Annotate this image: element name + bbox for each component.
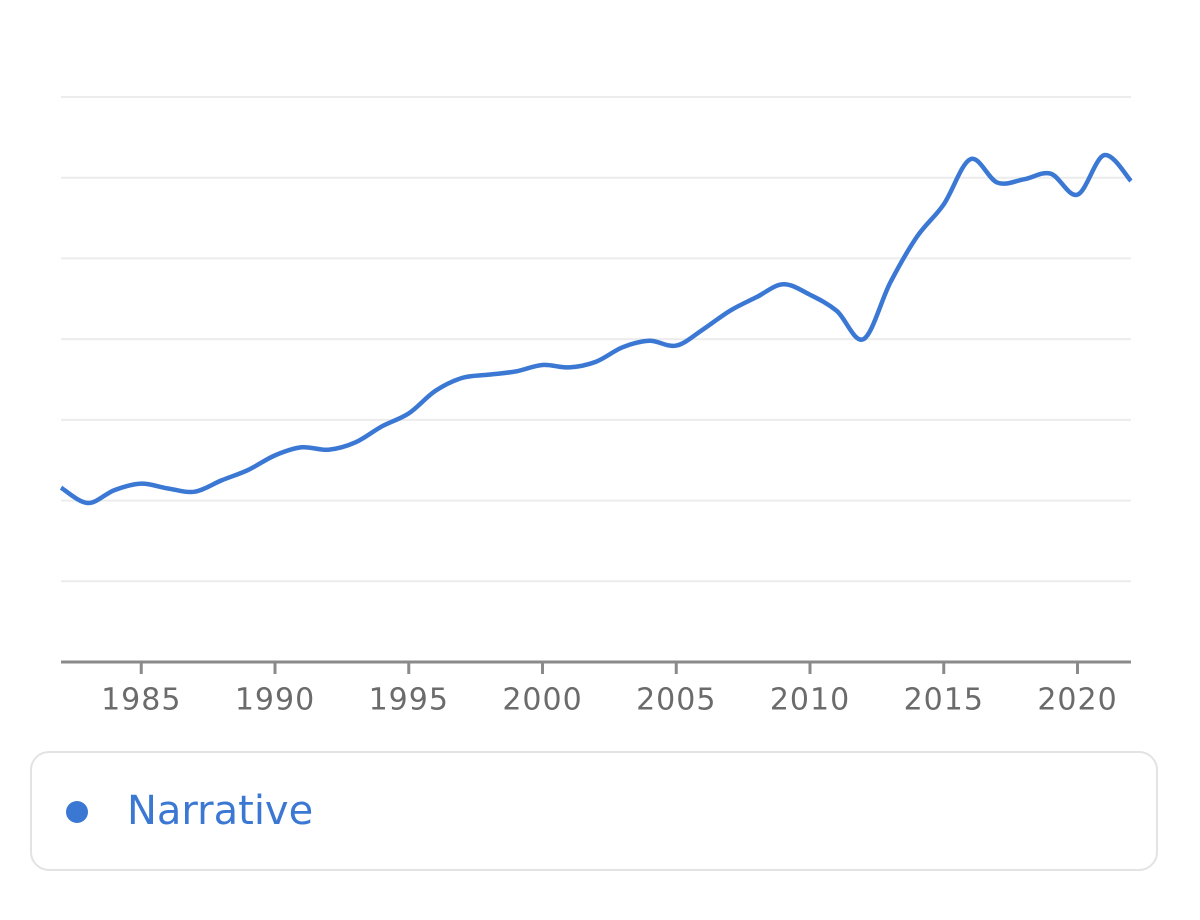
x-tick-label: 2005 xyxy=(636,683,716,718)
x-tick-label: 2020 xyxy=(1037,683,1117,718)
legend-marker xyxy=(66,801,88,823)
legend-label: Narrative xyxy=(127,788,313,834)
x-tick-label: 2010 xyxy=(770,683,850,718)
x-tick-label: 1990 xyxy=(235,683,315,718)
x-tick-label: 1985 xyxy=(101,683,181,718)
x-tick-label: 2000 xyxy=(502,683,582,718)
x-tick-label: 2015 xyxy=(904,683,984,718)
line xyxy=(59,152,1133,506)
legend-box xyxy=(30,751,1158,871)
x-tick-label: 1995 xyxy=(369,683,449,718)
